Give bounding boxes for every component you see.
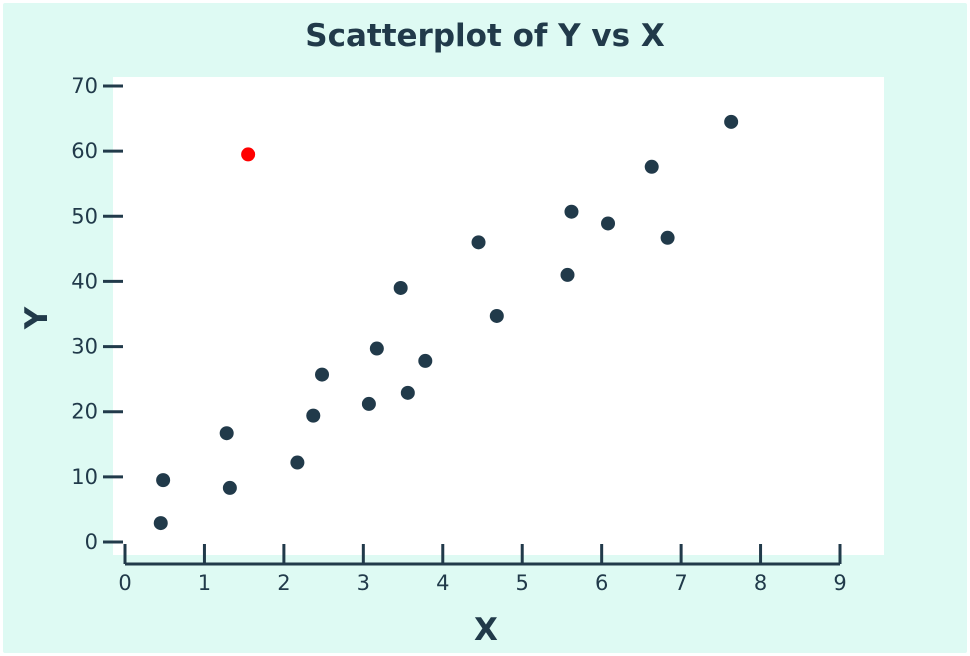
x-tick-label: 7 (674, 571, 687, 595)
x-tick-label: 2 (277, 571, 290, 595)
data-point (219, 426, 234, 441)
data-point (724, 114, 739, 129)
x-tick-label: 6 (595, 571, 608, 595)
data-point (601, 216, 616, 231)
data-point (471, 235, 486, 250)
x-tick-label: 5 (516, 571, 529, 595)
data-point (660, 230, 675, 245)
x-tick-label: 4 (436, 571, 449, 595)
y-axis-title: Y (19, 306, 55, 330)
x-tick-label: 8 (754, 571, 767, 595)
y-tick-label: 10 (71, 465, 98, 489)
data-point (560, 267, 575, 282)
y-tick-label: 0 (85, 530, 98, 554)
data-point (644, 159, 659, 174)
data-point (306, 408, 321, 423)
data-point (564, 204, 579, 219)
x-tick-label: 3 (357, 571, 370, 595)
data-points (153, 114, 739, 531)
data-point (418, 353, 433, 368)
data-point (315, 367, 330, 382)
axes: 0 1 2 3 4 5 6 7 8 9 0 10 20 30 40 50 60 70 (71, 74, 846, 595)
chart-title: Scatterplot of Y vs X (305, 18, 665, 54)
y-tick-label: 20 (71, 400, 98, 424)
data-point (156, 473, 171, 488)
x-axis-title: X (474, 612, 498, 648)
data-point (489, 308, 504, 323)
x-tick-label: 1 (198, 571, 211, 595)
data-point (361, 396, 376, 411)
data-point (369, 341, 384, 356)
data-point (222, 480, 237, 495)
y-tick-label: 30 (71, 335, 98, 359)
data-point (400, 385, 415, 400)
data-point (290, 455, 305, 470)
data-point (153, 516, 168, 531)
y-tick-label: 40 (71, 269, 98, 293)
y-tick-label: 60 (71, 139, 98, 163)
x-tick-label: 0 (118, 571, 131, 595)
highlighted-point (241, 147, 256, 162)
y-tick-label: 70 (71, 74, 98, 98)
data-point (393, 280, 408, 295)
x-tick-label: 9 (833, 571, 846, 595)
y-tick-label: 50 (71, 204, 98, 228)
